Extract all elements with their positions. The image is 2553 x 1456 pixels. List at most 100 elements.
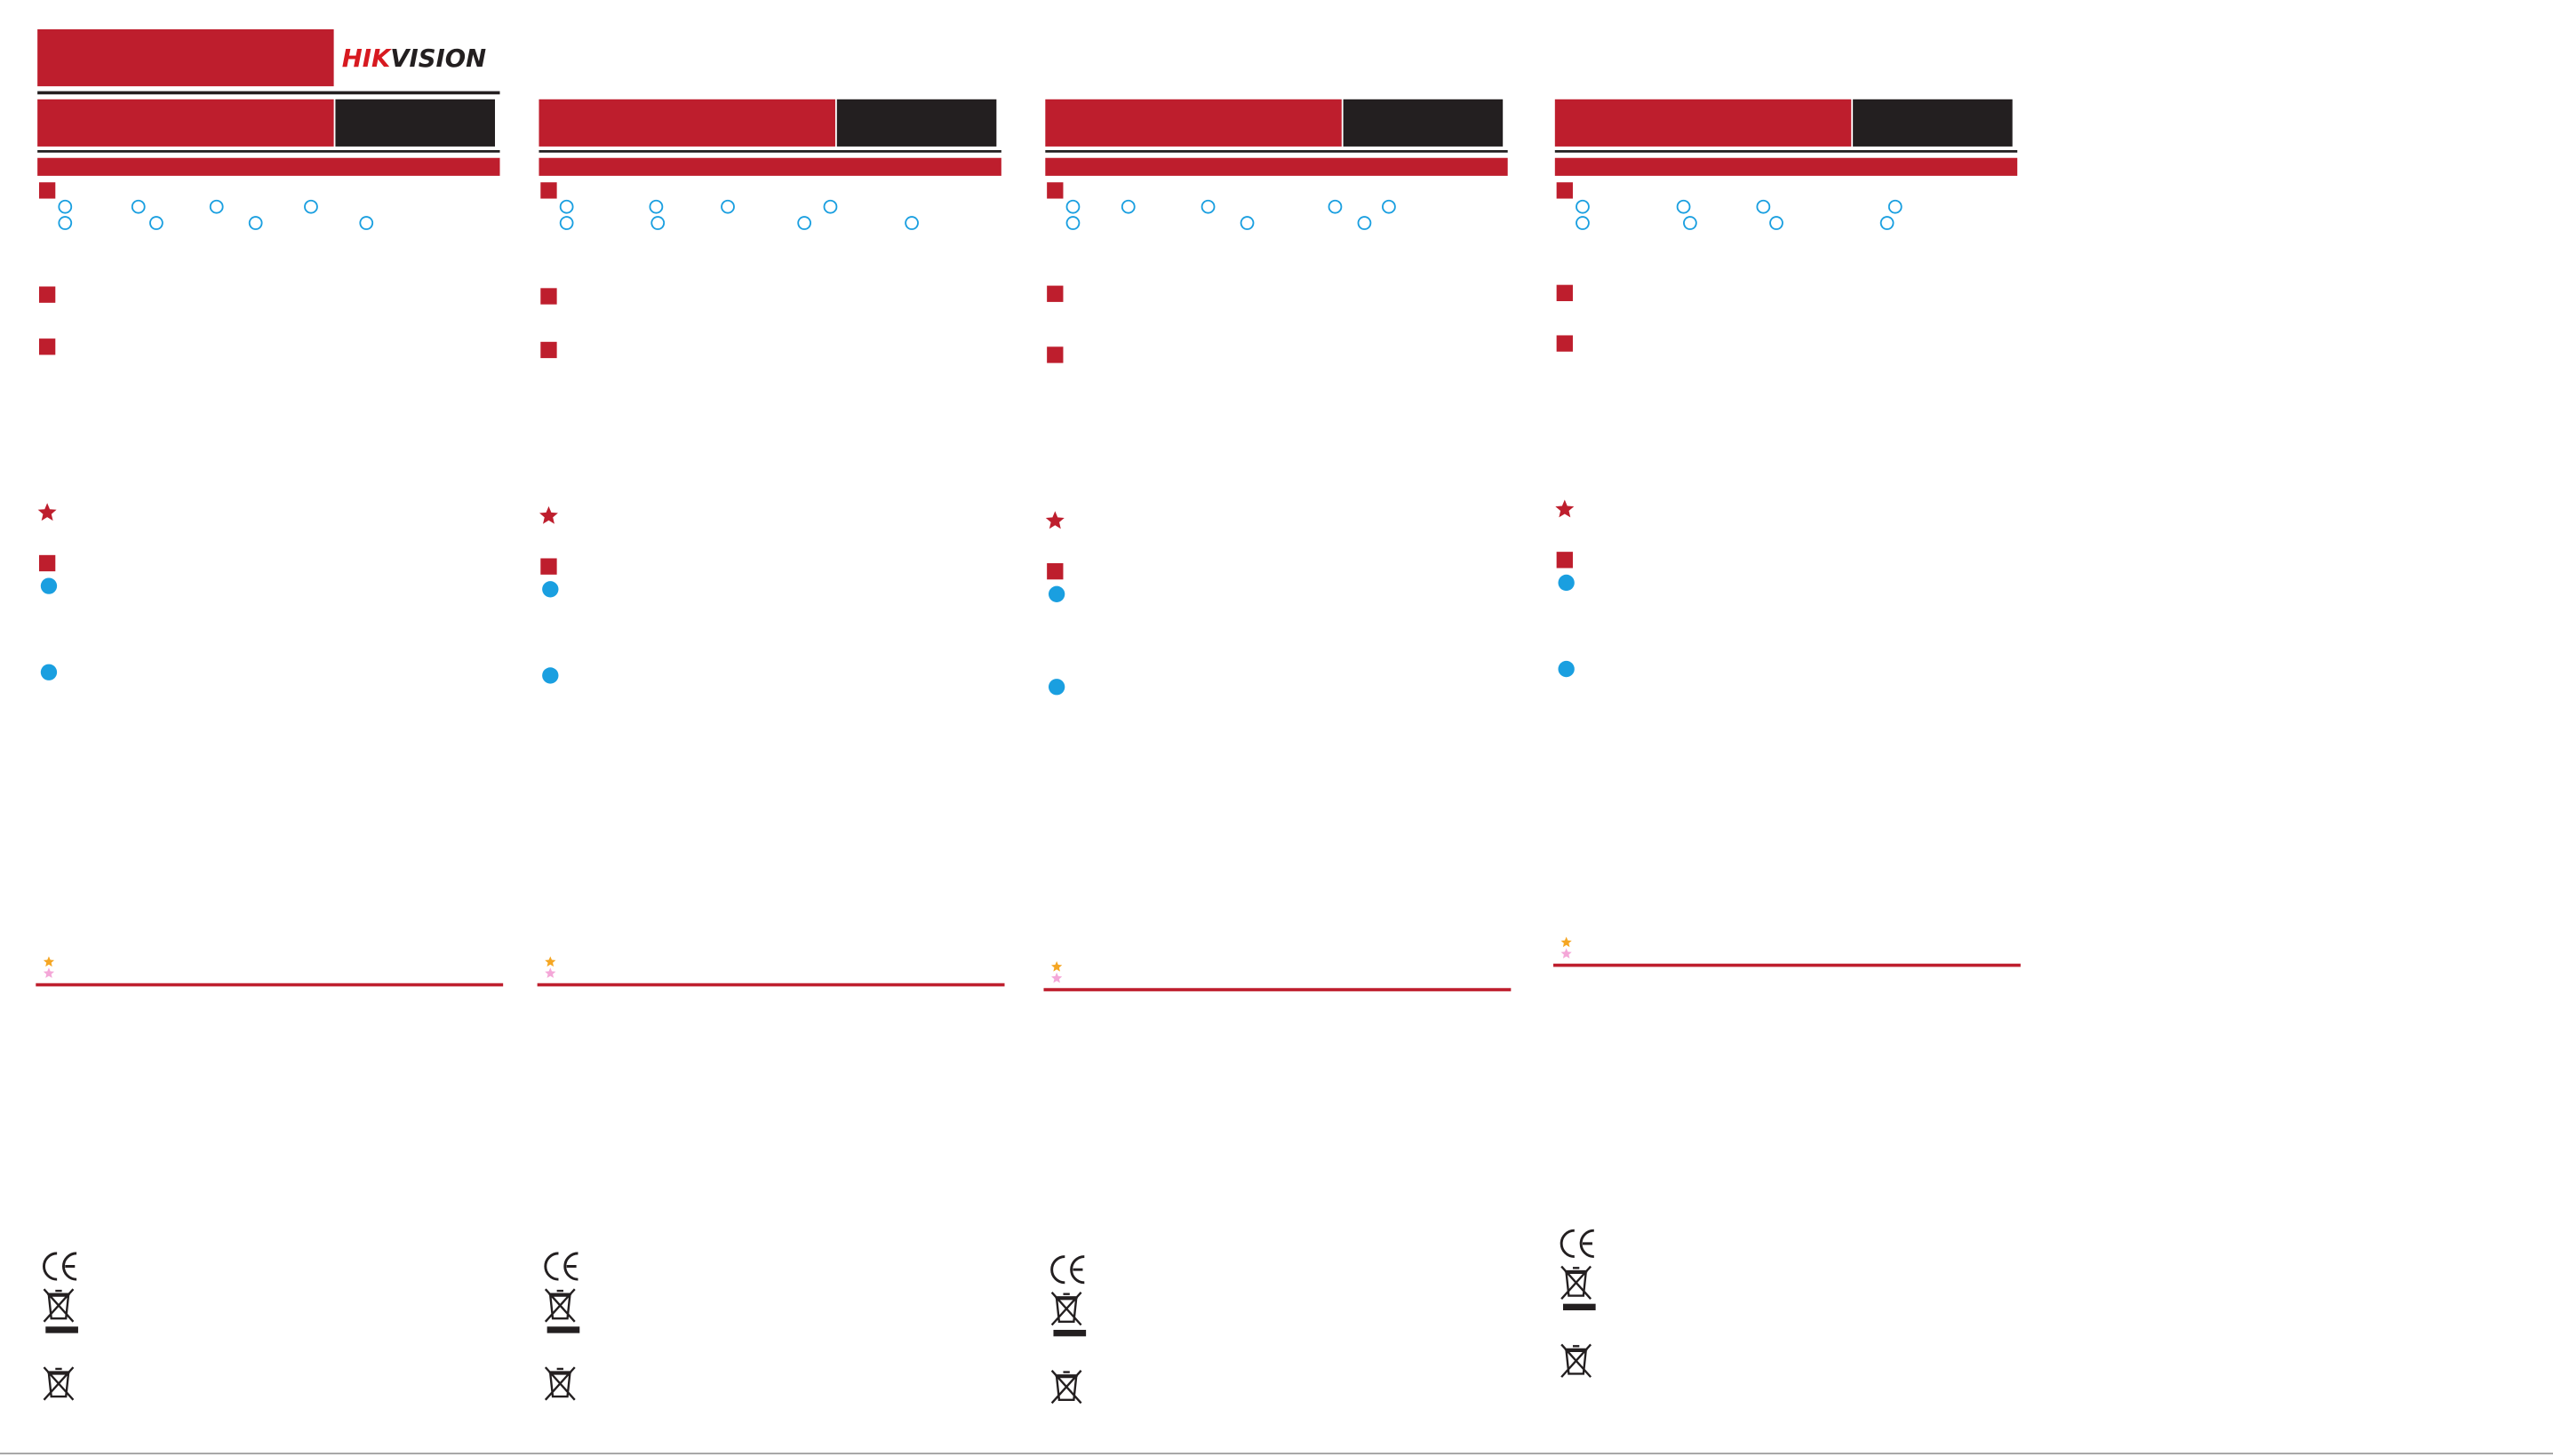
callout xyxy=(149,216,164,230)
weee-bar xyxy=(547,1326,580,1333)
callout xyxy=(1756,199,1771,214)
section-marker xyxy=(38,286,56,303)
section-marker xyxy=(540,182,557,199)
weee-icon xyxy=(544,1288,576,1323)
battery-icon xyxy=(43,1366,75,1401)
note-star xyxy=(539,505,558,524)
bullet xyxy=(1558,574,1575,592)
callout xyxy=(1065,216,1081,230)
title-block xyxy=(37,99,334,147)
callout xyxy=(1769,216,1783,230)
weee-bar xyxy=(1053,1329,1087,1337)
callout xyxy=(1887,199,1903,214)
section-bar xyxy=(1554,157,2018,176)
callout xyxy=(359,216,374,230)
logo: HIKVISION xyxy=(342,44,486,73)
ce-mark xyxy=(43,1252,77,1281)
callout xyxy=(131,199,146,214)
header-block xyxy=(37,28,334,87)
bullet xyxy=(1558,660,1575,678)
section-marker xyxy=(1556,284,1573,301)
callout xyxy=(650,216,666,230)
ce-mark xyxy=(544,1252,578,1281)
section-marker xyxy=(1047,285,1064,302)
weee-icon xyxy=(1050,1292,1082,1326)
title-block xyxy=(1045,99,1342,147)
callout xyxy=(1576,216,1590,230)
weee-bar xyxy=(45,1326,78,1333)
ce-mark xyxy=(1050,1255,1085,1285)
section-marker xyxy=(540,288,557,305)
callout xyxy=(58,199,73,214)
section-marker xyxy=(1047,346,1064,363)
section-marker xyxy=(1556,182,1573,199)
callout xyxy=(1382,199,1396,214)
callout xyxy=(721,199,735,214)
section-bar xyxy=(1045,157,1508,176)
note-star-small xyxy=(43,967,55,978)
section-marker xyxy=(38,182,56,199)
section-bar xyxy=(539,157,1001,176)
callout xyxy=(1683,216,1697,230)
section-marker xyxy=(540,558,557,575)
section-marker xyxy=(1556,335,1573,352)
note-star-small xyxy=(1051,972,1063,983)
callout xyxy=(1576,199,1590,214)
section-marker xyxy=(540,341,557,359)
callout xyxy=(1357,216,1372,230)
logo-suffix: VISION xyxy=(390,44,486,73)
note-star-small xyxy=(1560,936,1572,948)
section-bar xyxy=(37,157,500,176)
callout xyxy=(1240,216,1255,230)
weee-bar xyxy=(1562,1303,1596,1310)
bullet xyxy=(1048,585,1065,602)
logo-brand: HIK xyxy=(342,44,392,73)
callout xyxy=(1201,199,1216,214)
note-star-small xyxy=(43,956,55,967)
section-marker xyxy=(38,554,56,572)
callout xyxy=(559,199,574,214)
title-block xyxy=(539,99,835,147)
title-block xyxy=(1554,99,1852,147)
callout xyxy=(209,199,224,214)
weee-icon xyxy=(43,1288,75,1323)
callout xyxy=(1879,216,1895,230)
callout xyxy=(905,216,919,230)
model-block xyxy=(335,99,496,147)
model-block xyxy=(836,99,997,147)
weee-icon xyxy=(1560,1265,1592,1300)
callout xyxy=(797,216,812,230)
note-star xyxy=(1555,499,1575,518)
ce-mark xyxy=(1560,1229,1594,1258)
battery-icon xyxy=(544,1366,576,1401)
callout xyxy=(1328,199,1343,214)
section-marker xyxy=(1556,552,1573,569)
callout xyxy=(649,199,664,214)
note-star xyxy=(1045,511,1065,529)
bullet xyxy=(542,667,559,684)
callout xyxy=(304,199,318,214)
callout xyxy=(1676,199,1691,214)
note-star-small xyxy=(1560,948,1572,959)
model-block xyxy=(1343,99,1504,147)
battery-icon xyxy=(1560,1343,1592,1378)
callout xyxy=(248,216,263,230)
callout xyxy=(1065,199,1081,214)
callout xyxy=(559,216,574,230)
note-star-small xyxy=(1051,960,1063,972)
section-marker xyxy=(1047,182,1064,199)
bullet xyxy=(542,581,559,598)
model-block xyxy=(1853,99,2013,147)
bullet xyxy=(40,664,58,680)
battery-icon xyxy=(1050,1369,1082,1404)
section-marker xyxy=(38,338,56,355)
note-star-small xyxy=(545,967,556,978)
note-star xyxy=(37,503,57,521)
bullet xyxy=(40,577,58,594)
section-marker xyxy=(1047,562,1064,580)
callout xyxy=(823,199,838,214)
callout xyxy=(1121,199,1136,214)
